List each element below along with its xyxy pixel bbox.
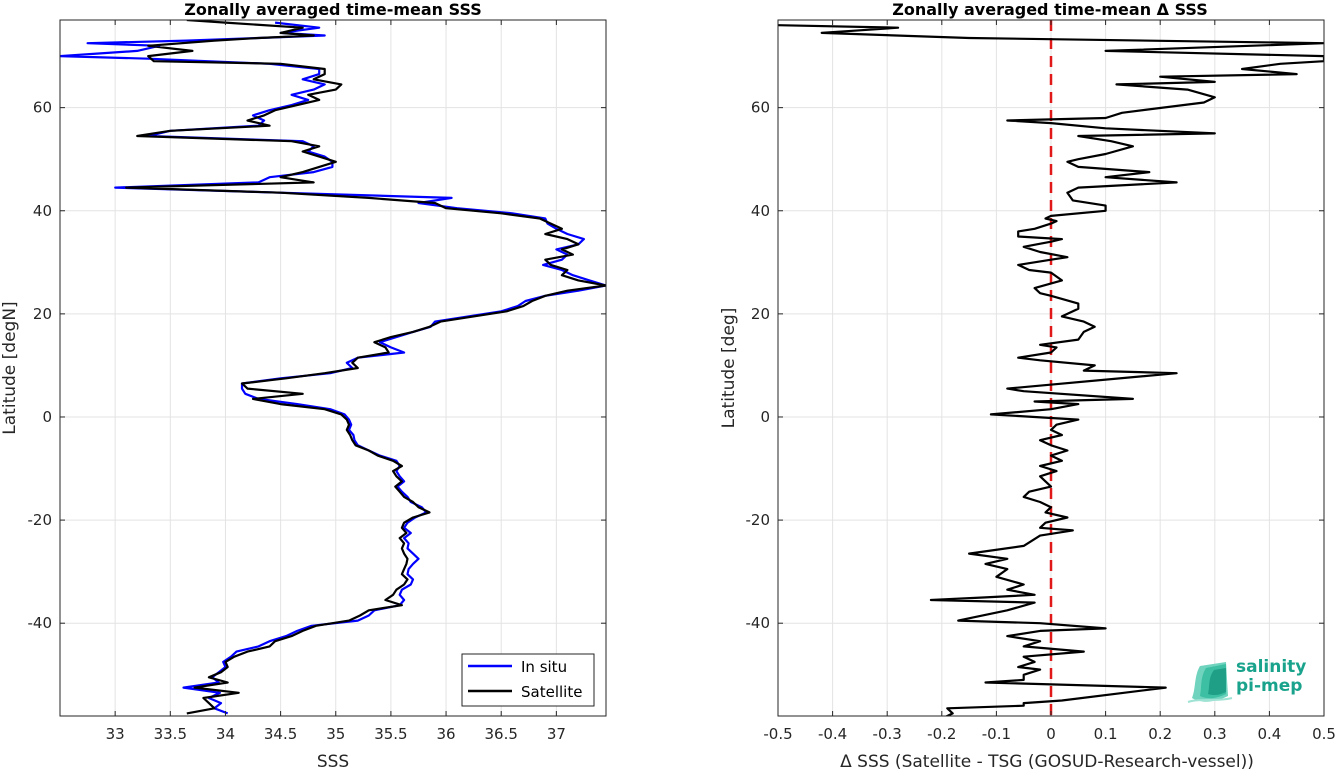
- delta-xlabel: Δ SSS (Satellite - TSG (GOSUD-Research-v…: [840, 752, 1254, 769]
- delta-xtick-label: -0.4: [818, 725, 847, 743]
- wave-logo-icon: [1187, 662, 1233, 703]
- salinity-pi-mep-logo: salinity pi-mep: [1186, 656, 1326, 708]
- delta-title: Zonally averaged time-mean Δ SSS: [892, 0, 1208, 19]
- delta-sss-panel: -0.5 -0.4 -0.3 -0.2 -0.1 0 0.1 0.2 0.3 0.4 0.5 -40 -…: [719, 0, 1336, 769]
- delta-ytick-label: 0: [760, 408, 770, 426]
- delta-xtick-label: 0: [1046, 725, 1056, 743]
- delta-xtick-label: -0.2: [927, 725, 956, 743]
- delta-xtick-label: -0.1: [982, 725, 1011, 743]
- delta-xtick-label: 0.5: [1312, 725, 1336, 743]
- sss-axes-box: [59, 19, 607, 717]
- sss-ytick-label: -20: [28, 511, 53, 529]
- sss-series-satellite-line: [125, 20, 606, 715]
- sss-ytick-label: 0: [42, 408, 52, 426]
- delta-ytick-label: 20: [751, 305, 770, 323]
- sss-xtick-label: 34.5: [264, 725, 297, 743]
- sss-ticks: 33 33.5 34 34.5 35 35.5 36 36.5 37 -40 -20 0 20 40 60: [28, 20, 606, 743]
- sss-xtick-label: 37: [547, 725, 566, 743]
- sss-ytick-label: 20: [33, 305, 52, 323]
- sss-xtick-label: 33.5: [154, 725, 187, 743]
- sss-legend-box: [461, 653, 595, 707]
- delta-ytick-label: -20: [746, 511, 771, 529]
- sss-xtick-label: 36: [437, 725, 456, 743]
- sss-grid: [60, 20, 606, 716]
- sss-xlabel: SSS: [317, 752, 349, 769]
- delta-ticks: -0.5 -0.4 -0.3 -0.2 -0.1 0 0.1 0.2 0.3 0.4 0.5 -40 -…: [746, 20, 1336, 743]
- delta-ytick-label: 40: [751, 202, 770, 220]
- logo-line1: salinity: [1236, 657, 1307, 677]
- sss-ylabel: Latitude [degN]: [0, 301, 20, 434]
- sss-xtick-label: 35: [326, 725, 345, 743]
- sss-xtick-label: 34: [216, 725, 235, 743]
- sss-xtick-label: 35.5: [374, 725, 407, 743]
- delta-xtick-label: 0.3: [1203, 725, 1227, 743]
- sss-panel: 33 33.5 34 34.5 35 35.5 36 36.5 37-40-200204060 …: [0, 0, 607, 769]
- sss-legend: In situ Satellite: [461, 653, 595, 707]
- delta-series: [778, 24, 1324, 716]
- delta-xtick-label: 0.1: [1094, 725, 1118, 743]
- sss-xtick-label: 36.5: [485, 725, 518, 743]
- delta-ytick-label: 60: [751, 99, 770, 117]
- sss-xtick-label: 33: [106, 725, 125, 743]
- sss-plot-area: [60, 20, 606, 716]
- delta-xtick-label: 0.4: [1257, 725, 1281, 743]
- delta-series-delta-line: [778, 24, 1324, 716]
- legend-satellite-label: Satellite: [521, 683, 582, 701]
- delta-xtick-label: 0.2: [1148, 725, 1172, 743]
- legend-in-situ-label: In situ: [521, 658, 567, 676]
- delta-xtick-label: -0.3: [873, 725, 902, 743]
- delta-ylabel: Latitude [deg]: [719, 308, 739, 429]
- sss-series: [60, 20, 606, 715]
- sss-ytick-label: -40: [28, 614, 53, 632]
- sss-title: Zonally averaged time-mean SSS: [184, 0, 482, 19]
- delta-ytick-label: -40: [746, 614, 771, 632]
- sss-ytick-label: 60: [33, 99, 52, 117]
- sss-ytick-label: 40: [33, 202, 52, 220]
- sss-series-in-situ-line: [60, 21, 606, 715]
- delta-xtick-label: -0.5: [763, 725, 792, 743]
- logo-line2: pi-mep: [1236, 676, 1303, 696]
